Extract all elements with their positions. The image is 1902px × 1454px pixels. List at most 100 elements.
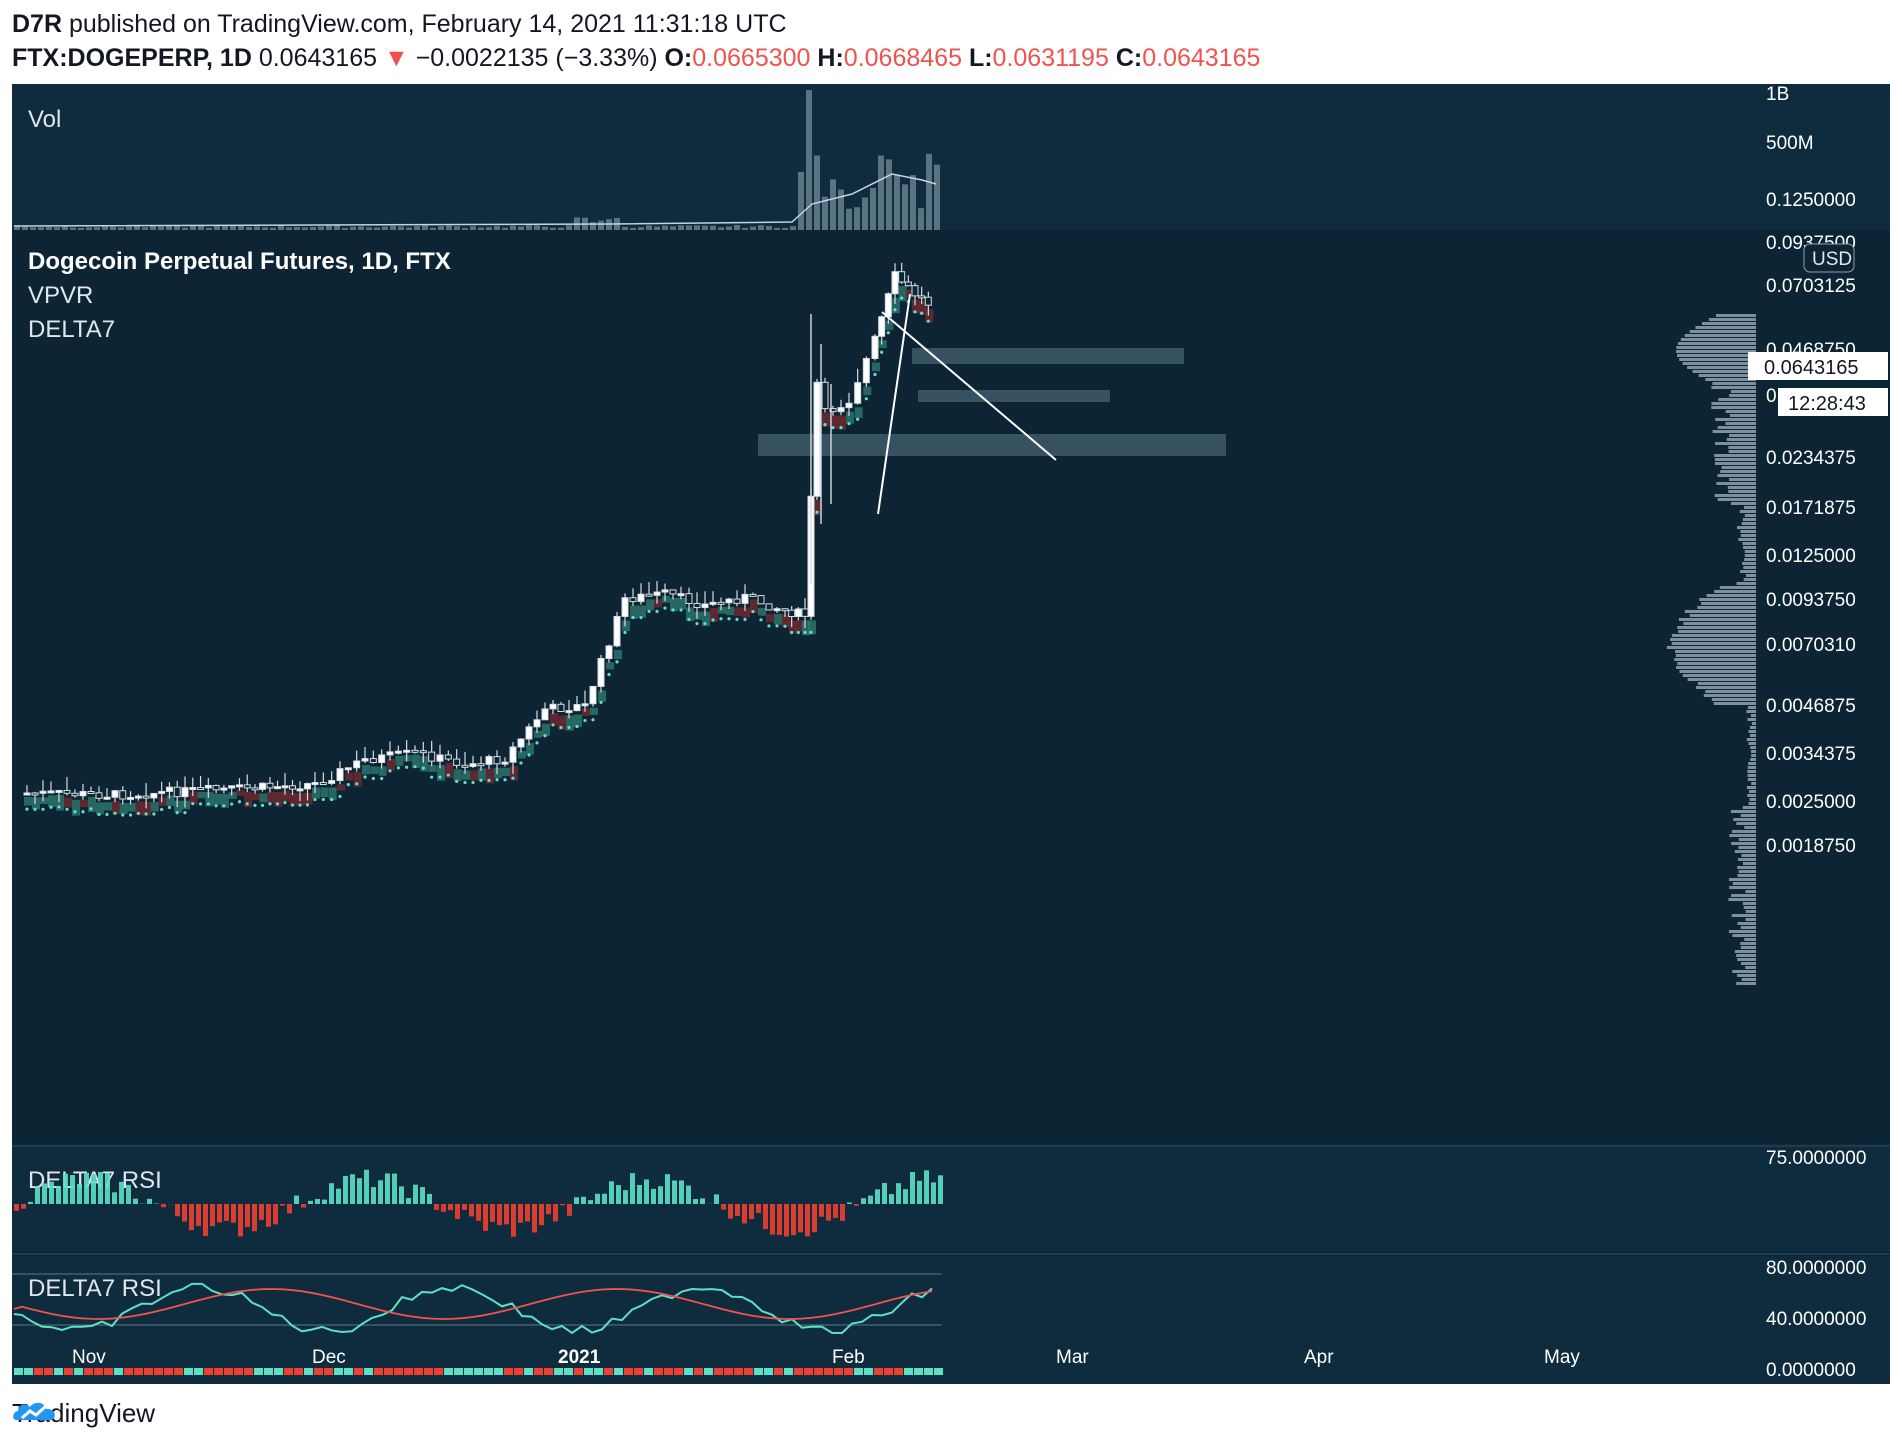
signal-dot	[743, 617, 747, 622]
support-zone-wide[interactable]	[758, 434, 1226, 456]
signal-dot	[338, 794, 342, 799]
author-name[interactable]: D7R	[12, 10, 63, 38]
cloud-segment	[437, 765, 445, 781]
rsi-hist-bar	[882, 1183, 887, 1204]
cloud-segment	[598, 690, 606, 702]
volume-bar	[590, 222, 596, 230]
high-value: 0.0668465	[843, 44, 962, 72]
signal-dot	[663, 606, 667, 610]
volume-bar	[350, 226, 356, 230]
tradingview-logo-icon[interactable]	[12, 1398, 60, 1424]
currency-badge-text[interactable]: USD	[1812, 249, 1852, 270]
chart-canvas[interactable]: Vol Dogecoin Perpetual Futures, 1D, FTX …	[12, 84, 1890, 1384]
candle-body	[469, 763, 477, 767]
delta7-label[interactable]: DELTA7	[28, 316, 115, 343]
candle-body	[709, 601, 717, 605]
chart-frame[interactable]: Vol Dogecoin Perpetual Futures, 1D, FTX …	[12, 84, 1890, 1384]
rsi-state-strip	[804, 1368, 813, 1375]
vpvr-bar	[1742, 542, 1756, 545]
vpvr-label[interactable]: VPVR	[28, 282, 93, 309]
volume-axis[interactable]: 1B 500M	[1766, 84, 1814, 154]
rsi-hist-bar	[630, 1173, 635, 1204]
rsi-line-pane	[12, 1256, 1890, 1384]
rsi-hist-bar	[189, 1204, 194, 1231]
rsi-state-strip	[54, 1368, 63, 1375]
signal-dot	[767, 624, 771, 628]
rsi-hist-bar	[700, 1198, 705, 1204]
candle-body	[837, 407, 845, 413]
volume-bar	[94, 227, 100, 230]
time-axis[interactable]: Nov Dec 2021 Feb Mar Apr May	[72, 1347, 1580, 1368]
rsi1-axis[interactable]: 75.0000000	[1766, 1148, 1866, 1169]
candle-body	[251, 787, 259, 791]
rsi-state-strip	[144, 1368, 153, 1375]
rsi-hist-bar	[742, 1204, 747, 1224]
rsi-hist-bar	[861, 1198, 866, 1204]
rsi-state-strip	[44, 1368, 53, 1375]
signal-dot	[615, 660, 619, 664]
signal-dot	[430, 775, 434, 779]
cloud-segment	[646, 599, 654, 611]
cloud-segment	[822, 412, 830, 427]
vpvr-bar	[1747, 774, 1756, 777]
price-axis-label: 0.0125000	[1766, 546, 1856, 567]
signal-dot	[671, 608, 675, 612]
volume-bar	[214, 225, 220, 230]
volume-bar	[230, 225, 236, 230]
vpvr-bar	[1728, 450, 1756, 453]
rsi2-label[interactable]: DELTA7 RSI	[28, 1275, 162, 1302]
cloud-segment	[40, 797, 48, 805]
resistance-zone[interactable]	[912, 348, 1184, 364]
rsi-state-strip	[814, 1368, 823, 1375]
vpvr-bar	[1742, 862, 1756, 865]
candle-body	[637, 593, 645, 603]
cloud-segment	[96, 802, 104, 815]
rsi-state-strip	[524, 1368, 533, 1375]
cloud-segment	[104, 802, 112, 811]
volume-bar	[38, 227, 44, 230]
rsi-hist-bar	[322, 1199, 327, 1204]
countdown-tag	[1778, 388, 1888, 416]
rsi1-axis-label: 75.0000000	[1766, 1148, 1866, 1169]
cloud-segment	[135, 801, 144, 816]
rsi-hist-bar	[497, 1204, 502, 1226]
candle-body	[311, 782, 319, 786]
rsi-hist-bar	[238, 1204, 243, 1237]
rsi2-axis[interactable]: 80.0000000 40.0000000 0.0000000	[1766, 1258, 1866, 1381]
cloud-segment	[312, 787, 320, 799]
signal-dot	[113, 811, 117, 815]
trendline-down[interactable]	[881, 311, 1057, 461]
cloud-segment	[518, 750, 526, 759]
volume-bar	[678, 225, 684, 230]
rsi-hist-bar	[532, 1204, 537, 1233]
rsi-hist-bar	[315, 1199, 320, 1204]
vpvr-bar	[1730, 810, 1756, 813]
cloud-segment	[590, 707, 598, 715]
volume-bar	[918, 208, 924, 230]
volume-bar	[142, 227, 148, 230]
price-axis-label: 0.0018750	[1766, 836, 1856, 857]
rsi2-axis-label: 0.0000000	[1766, 1360, 1856, 1381]
vpvr-bar	[1750, 758, 1756, 761]
cloud-segment	[622, 620, 630, 632]
signal-dot	[97, 812, 101, 816]
cloud-segment	[918, 301, 927, 315]
rsi-hist-bar	[833, 1204, 838, 1218]
time-axis-label: Mar	[1056, 1347, 1089, 1368]
candle-body	[296, 788, 304, 792]
support-zone[interactable]	[918, 390, 1110, 402]
rsi-hist-bar	[784, 1204, 789, 1237]
volume-ma-line	[13, 173, 937, 227]
candle-body	[235, 784, 243, 788]
signal-dot	[920, 311, 924, 315]
currency-badge[interactable]	[1803, 243, 1855, 273]
vpvr-bar	[1680, 338, 1756, 341]
rsi-hist-bar	[357, 1178, 362, 1204]
cloud-segment	[236, 789, 245, 796]
rsi-hist-bar	[231, 1204, 236, 1223]
volume-bar	[854, 207, 860, 230]
cloud-segment	[766, 613, 774, 623]
vpvr-bar	[1745, 890, 1756, 893]
cloud-segment	[678, 597, 686, 610]
volume-bar	[14, 225, 20, 230]
